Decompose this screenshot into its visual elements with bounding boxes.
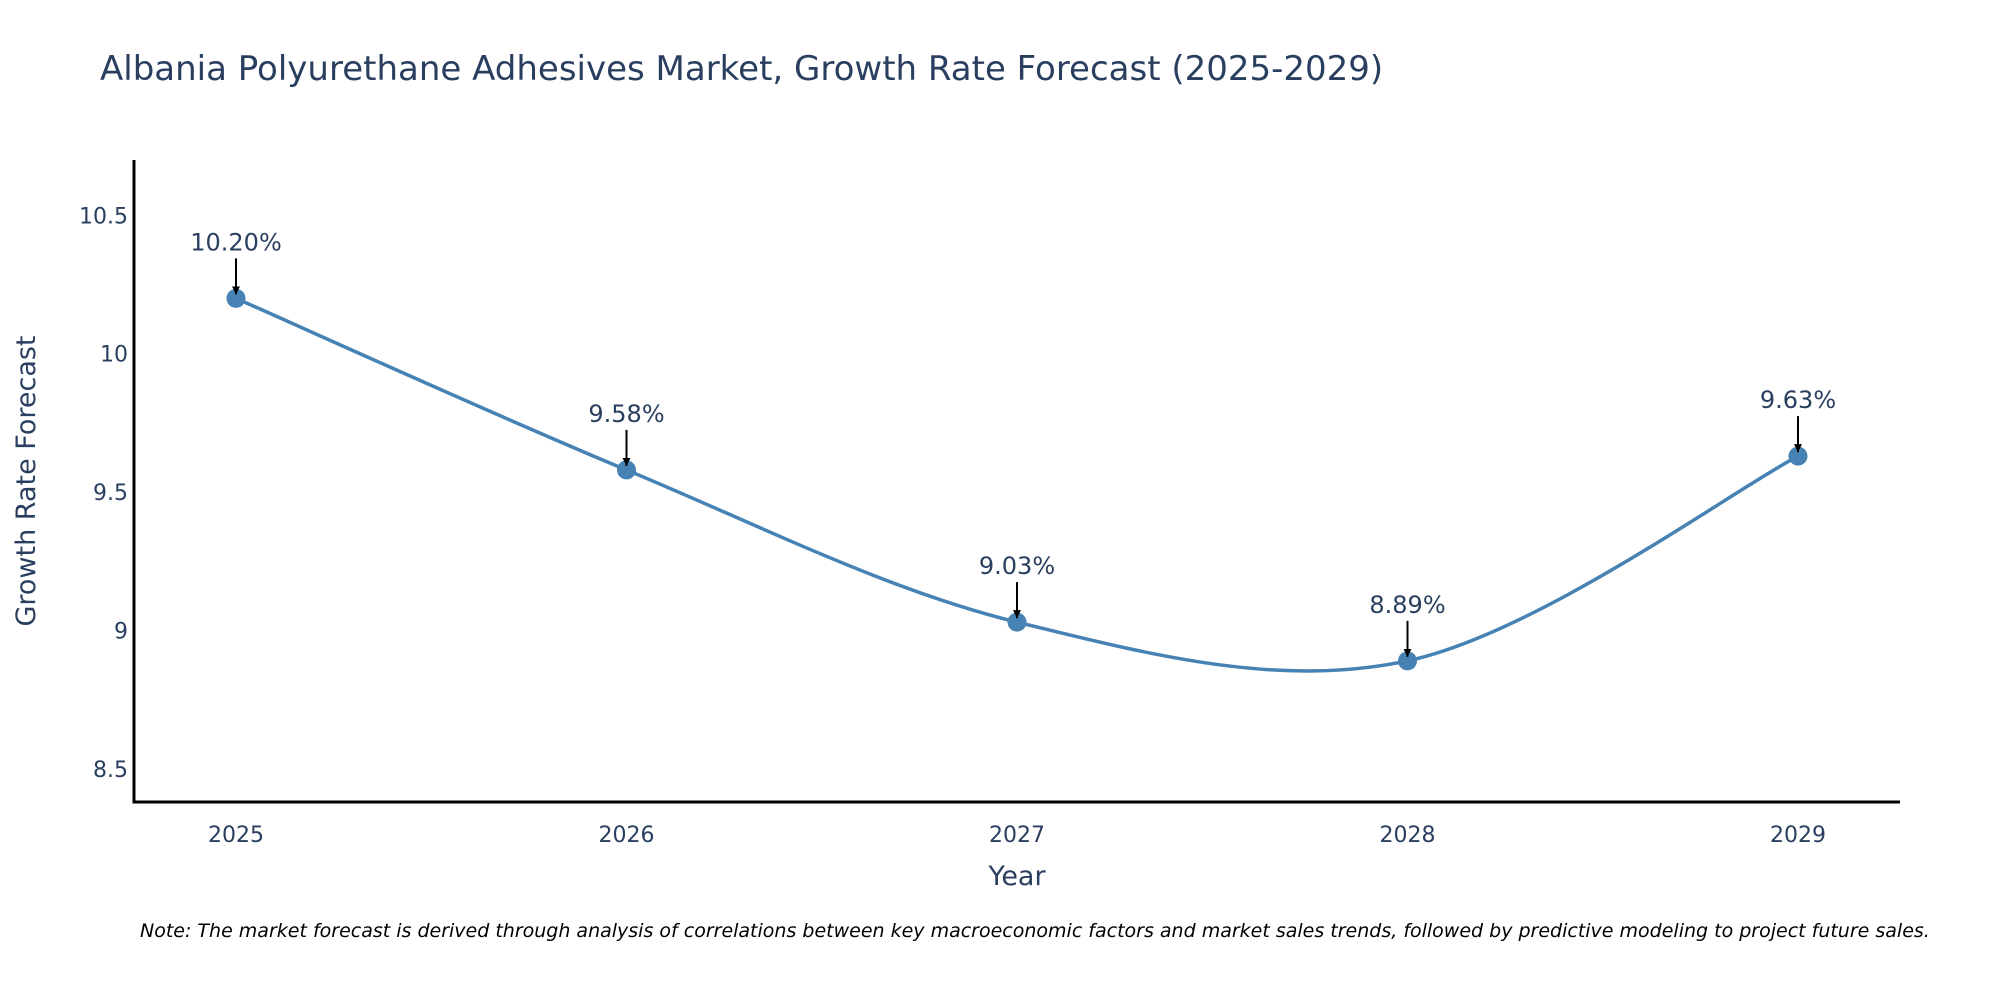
x-tick-label: 2027 <box>989 823 1045 848</box>
x-tick-label: 2029 <box>1770 823 1826 848</box>
y-axis-title: Growth Rate Forecast <box>11 335 42 626</box>
data-points <box>226 288 1808 671</box>
data-label: 9.58% <box>588 400 664 428</box>
y-tick-label: 9.5 <box>93 481 128 506</box>
chart-title: Albania Polyurethane Adhesives Market, G… <box>100 49 1383 89</box>
data-point <box>1398 651 1417 671</box>
y-tick-label: 10 <box>100 343 128 368</box>
data-labels: 10.20% 9.58% 9.03% 8.89% 9.63% <box>190 228 1836 657</box>
data-point <box>1007 612 1027 632</box>
y-tick-label: 10.5 <box>79 204 128 229</box>
x-tick-label: 2028 <box>1380 823 1436 848</box>
y-tick-label: 9 <box>114 619 128 644</box>
x-axis-title: Year <box>987 861 1046 892</box>
x-tick-label: 2026 <box>599 823 655 848</box>
data-label: 8.89% <box>1369 591 1445 619</box>
x-tick-label: 2025 <box>208 823 264 848</box>
y-ticks: 8.5 9 9.5 10 10.5 <box>79 204 128 782</box>
data-point <box>226 288 246 308</box>
data-label: 10.20% <box>190 228 282 256</box>
data-point <box>617 460 636 480</box>
data-label: 9.63% <box>1760 386 1836 414</box>
data-point <box>1788 446 1808 466</box>
x-ticks: 2025 2026 2027 2028 2029 <box>208 823 1826 848</box>
footnote: Note: The market forecast is derived thr… <box>140 920 1930 942</box>
data-label: 9.03% <box>979 552 1055 580</box>
y-tick-label: 8.5 <box>93 758 128 783</box>
